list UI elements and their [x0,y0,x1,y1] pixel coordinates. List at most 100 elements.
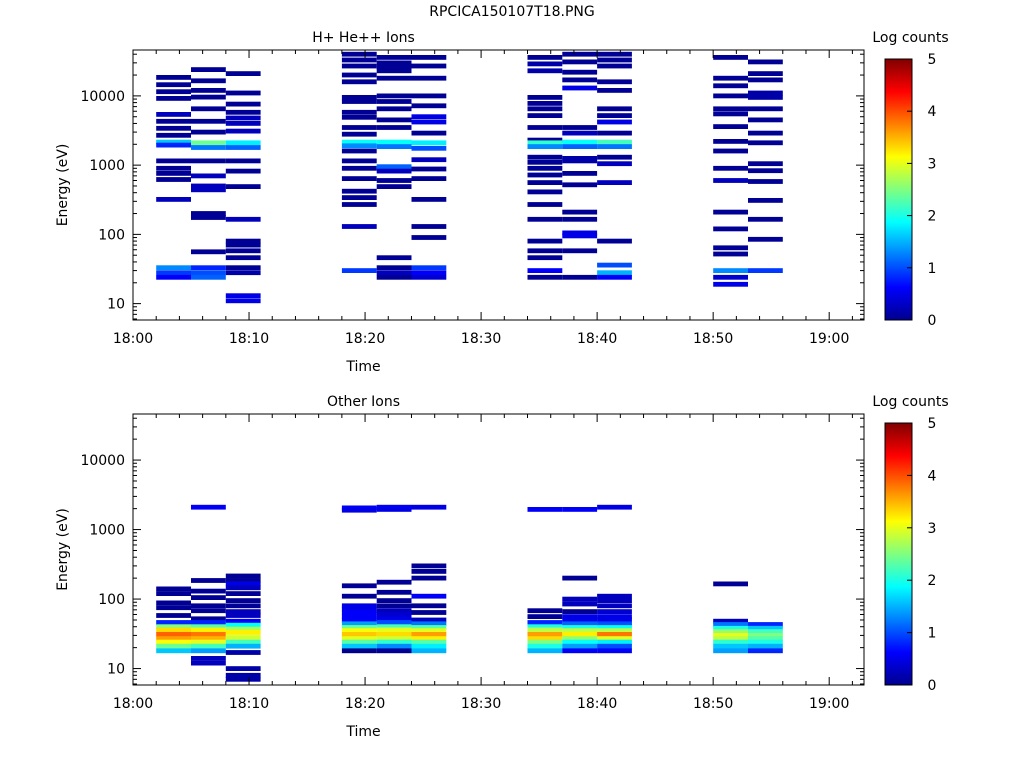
heatmap-cell [376,255,412,261]
heatmap-cell [527,101,563,106]
heatmap-cell [597,617,632,623]
colorbar-tick-label: 2 [928,209,937,225]
heatmap-cell [191,145,226,150]
heatmap-cell [225,293,261,299]
heatmap-cell [748,629,783,634]
heatmap-cell [225,581,261,587]
heatmap-cell [341,614,377,619]
heatmap-cell [597,504,632,510]
heatmap-cell [156,627,191,633]
heatmap-cell [748,90,783,96]
heatmap-cell [156,265,191,271]
heatmap-cell [411,235,447,240]
heatmap-cell [156,613,191,618]
page-title: RPCICA150107T18.PNG [429,4,595,20]
heatmap-cell [713,245,748,251]
colorbar: 0 1 2 3 4 5 Log counts [872,394,948,694]
heatmap-cell [376,612,412,617]
heatmap-cell [411,103,447,109]
x-tick-label: 18:00 [113,696,153,712]
heatmap-cell [156,586,191,592]
heatmap-cell [341,639,377,645]
heatmap-cell [597,632,632,637]
heatmap-cell [376,265,412,271]
heatmap-cell [748,639,783,645]
heatmap-cell [748,633,783,638]
heatmap-cell [191,660,226,666]
heatmap-cell [748,77,783,83]
heatmap-cell [411,563,447,569]
heatmap-cell [225,573,261,579]
heatmap-cell [225,650,261,655]
heatmap-cell [156,75,191,80]
heatmap-cell [597,614,632,619]
heatmap-cell [191,603,226,609]
heatmap-cell [411,504,447,510]
heatmap-cell [341,188,377,194]
heatmap-cell [191,274,226,280]
heatmap-cell [191,639,226,645]
heatmap-cell [191,106,226,112]
x-tick-label: 18:20 [345,696,385,712]
heatmap-cell [225,270,261,276]
heatmap-cell [411,628,447,634]
heatmap-cell [562,596,598,602]
heatmap-cell [376,270,412,276]
heatmap-cell [341,148,377,154]
heatmap-cell [376,125,412,130]
heatmap-cell [341,625,377,630]
heatmap-cell [225,585,261,591]
y-tick-label: 100 [98,227,125,243]
heatmap-cell [713,124,748,129]
heatmap-cell [341,610,377,615]
heatmap-cell [597,144,632,149]
heatmap-cell [225,598,261,603]
heatmap-cell [191,88,226,93]
heatmap-cell [191,215,226,220]
heatmap-cell [411,157,447,163]
heatmap-cell [562,617,598,623]
heatmap-cell [527,144,563,149]
heatmap-cell [376,106,412,112]
heatmap-cell [713,648,748,654]
x-tick-label: 18:40 [577,331,617,347]
heatmap-cell [748,95,783,100]
heatmap-cell [376,274,412,280]
heatmap-cell [713,93,748,99]
heatmap-cell [527,627,563,633]
heatmap-cell [562,144,598,149]
heatmap-cell [225,591,261,596]
heatmap-cell [713,625,748,631]
heatmap-cell [376,648,412,654]
heatmap-cell [527,648,563,654]
heatmap-cell [562,609,598,614]
heatmap-cell [527,68,563,74]
heatmap-cell [411,632,447,637]
heatmap-cell [562,77,598,83]
heatmap-cell [156,171,191,176]
heatmap-cell [597,113,632,118]
heatmap-cell [341,139,377,145]
heatmap-cell [225,115,261,121]
heatmap-cell [191,94,226,100]
heatmap-cell [527,274,563,280]
heatmap-cell [748,198,783,203]
heatmap-cell [376,639,412,645]
heatmap-cell [411,145,447,151]
heatmap-cell [597,636,632,641]
heatmap-cell [713,106,748,112]
heatmap-cell [191,643,226,649]
heatmap-cell [527,507,563,512]
heatmap-cell [597,274,632,280]
y-tick-label: 100 [98,592,125,608]
heatmap-cell [562,209,598,215]
heatmap-cell [376,75,412,81]
colorbar-tick-label: 1 [928,261,937,277]
heatmap-cell [376,643,412,649]
heatmap-cell [411,274,447,280]
heatmap-cell [713,139,748,144]
heatmap-cell [713,268,748,273]
heatmap-cell [713,83,748,89]
heatmap-cell [713,639,748,645]
heatmap-cell [341,628,377,634]
